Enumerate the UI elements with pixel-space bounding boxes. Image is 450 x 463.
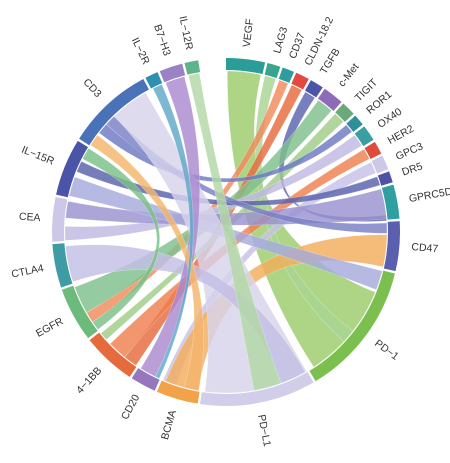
chord-ribbon-12 — [65, 188, 387, 226]
segment-arc-gprc5d — [381, 184, 400, 220]
segment-label-vegf: VEGF — [241, 18, 256, 48]
segment-arc-cd47 — [383, 221, 401, 272]
segment-label-il-15r: IL−15R — [20, 144, 57, 168]
segment-label-pd-1: PD−1 — [372, 337, 401, 363]
chord-ribbon-8 — [64, 134, 363, 241]
segment-arc-cldn-18-2 — [291, 72, 309, 90]
segment-arc-4-1bb — [89, 332, 137, 377]
segment-arc-il-12r — [184, 60, 201, 75]
chord-ribbon-1 — [255, 75, 354, 343]
chord-ribbon-20 — [90, 134, 204, 392]
chord-ribbon-19 — [188, 72, 282, 391]
chord-ribbon-22 — [82, 147, 160, 330]
segment-label-4-1bb: 4−1BB — [74, 365, 104, 397]
segment-label-il-12r: IL−12R — [176, 15, 195, 51]
segment-arc-il-2r — [145, 72, 163, 89]
segment-label-lag3: LAG3 — [271, 26, 290, 55]
segment-arc-tgfb — [305, 80, 323, 98]
segment-arc-ror1 — [346, 115, 363, 132]
segment-label-gprc5d: GPRC5D — [408, 186, 450, 206]
segment-arc-cea — [51, 197, 68, 242]
segment-arc-b7-h3 — [159, 63, 186, 83]
arc-layer — [51, 58, 401, 406]
segment-arc-ctla4 — [52, 243, 73, 288]
segment-label-cd3: CD3 — [81, 76, 104, 100]
segment-arc-tigit — [335, 103, 354, 122]
segment-arc-il-15r — [56, 140, 89, 198]
segment-arc-dr5 — [377, 171, 393, 186]
segment-label-bcma: BCMA — [159, 409, 179, 441]
segment-arc-bcma — [156, 380, 200, 404]
segment-label-cea: CEA — [19, 211, 41, 225]
segment-label-c-met: c-Met — [336, 61, 362, 89]
segment-label-il-2r: IL−2R — [129, 36, 152, 67]
segment-arc-c-met — [317, 88, 342, 111]
segment-arc-pd-l1 — [199, 372, 314, 406]
segment-arc-ox40 — [354, 126, 374, 147]
segment-arc-gpc3 — [371, 155, 389, 174]
chord-ribbon-21 — [152, 83, 194, 379]
chord-ribbon-13 — [105, 115, 388, 234]
segment-arc-egfr — [61, 285, 98, 339]
segment-label-dr5: DR5 — [400, 160, 424, 178]
segment-label-cd20: CD20 — [119, 392, 142, 421]
segment-label-cd47: CD47 — [411, 241, 439, 255]
segment-label-ctla4: CTLA4 — [10, 262, 45, 280]
segment-arc-cd3 — [79, 78, 149, 146]
segment-label-gpc3: GPC3 — [394, 140, 425, 163]
ribbon-layer — [64, 70, 388, 394]
segment-arc-her2 — [364, 141, 382, 159]
segment-label-pd-l1: PD−L1 — [255, 414, 273, 448]
segment-label-b7-h3: B7−H3 — [151, 23, 173, 58]
segment-label-tgfb: TGFB — [318, 46, 343, 76]
segment-arc-pd-1 — [309, 270, 395, 382]
chord-ribbon-18 — [140, 76, 201, 378]
segment-arc-cd20 — [131, 368, 160, 391]
segment-arc-vegf — [226, 58, 266, 75]
segment-arc-cd37 — [278, 67, 294, 83]
segment-arc-lag3 — [264, 63, 281, 79]
segment-label-egfr: EGFR — [34, 315, 66, 340]
